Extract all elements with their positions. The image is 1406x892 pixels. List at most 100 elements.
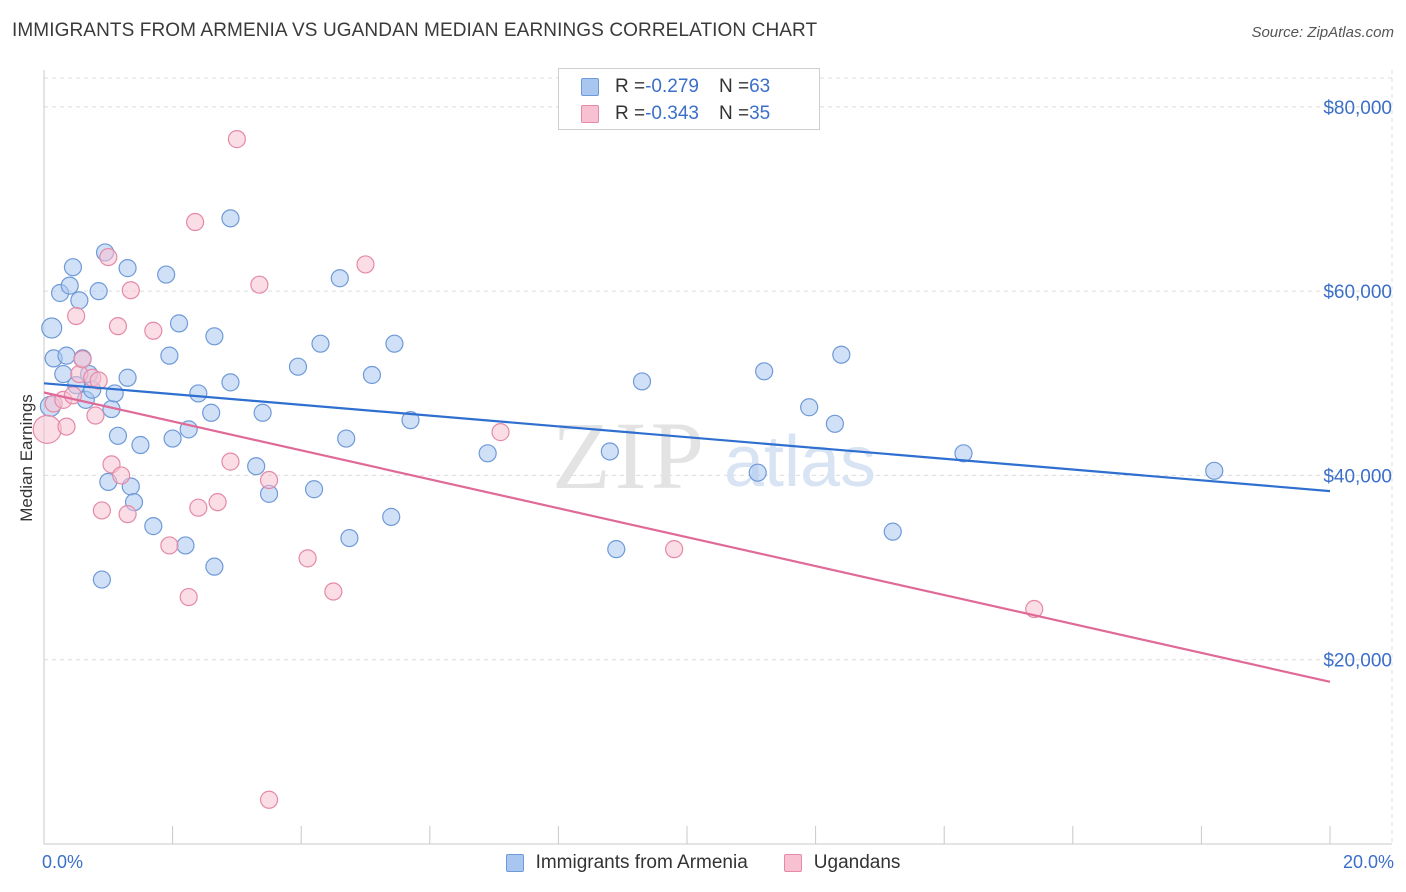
data-point: [259, 470, 279, 490]
data-point: [89, 371, 108, 390]
data-point: [491, 423, 510, 442]
chart-title: IMMIGRANTS FROM ARMENIA VS UGANDAN MEDIA…: [12, 20, 818, 41]
data-point: [67, 306, 86, 326]
legend-n-value: 35: [749, 103, 771, 124]
data-point: [163, 429, 182, 448]
watermark: ZIP atlas: [552, 402, 876, 509]
x-tick-label-min: 0.0%: [42, 852, 84, 872]
y-tick-label: $40,000: [1323, 466, 1392, 487]
watermark-zip: ZIP: [552, 402, 708, 509]
data-point: [144, 517, 163, 536]
data-point: [607, 540, 626, 559]
grid-lines: [44, 70, 1393, 844]
data-point: [118, 505, 137, 524]
series-legend-swatch: [783, 854, 802, 872]
legend-row-armenia: R = -0.279 N = 63: [581, 75, 770, 99]
data-point: [92, 501, 111, 520]
data-point: [221, 373, 240, 392]
data-point: [208, 493, 227, 512]
data-point: [259, 790, 279, 809]
data-point: [169, 314, 189, 333]
data-point: [324, 582, 343, 601]
data-point: [600, 442, 619, 461]
legend-r-label: R =: [615, 103, 646, 124]
trend-line: [43, 391, 1331, 683]
series-legend-label: Immigrants from Armenia: [535, 852, 748, 873]
data-point: [800, 398, 819, 417]
data-point: [665, 540, 684, 559]
watermark-atlas: atlas: [724, 422, 876, 502]
legend-n-value: 63: [749, 76, 771, 97]
series-ugandans-points: [32, 130, 1044, 809]
data-point: [176, 536, 195, 555]
data-point: [32, 414, 62, 444]
data-point: [57, 417, 76, 436]
data-point: [157, 265, 176, 284]
data-point: [144, 321, 163, 340]
series-legend-swatch: [505, 854, 524, 872]
data-point: [253, 403, 272, 422]
data-point: [382, 507, 401, 526]
axes: [43, 70, 1392, 845]
legend-r-value: -0.343: [645, 103, 699, 124]
data-point: [330, 269, 349, 288]
data-point: [179, 587, 198, 607]
data-point: [298, 549, 317, 568]
data-point: [57, 346, 76, 365]
data-point: [160, 536, 179, 555]
data-point: [202, 403, 221, 422]
series-legend: Immigrants from Armenia Ugandans: [0, 852, 1406, 874]
data-point: [1205, 461, 1224, 480]
data-point: [112, 466, 131, 485]
data-point: [41, 317, 63, 339]
data-point: [205, 557, 224, 576]
data-point: [337, 429, 356, 448]
data-point: [632, 372, 652, 391]
data-point: [70, 291, 89, 310]
data-point: [105, 384, 124, 403]
correlation-legend: R = -0.279 N = 63 R = -0.343 N = 35: [558, 68, 820, 130]
data-point: [160, 346, 179, 365]
data-point: [60, 276, 79, 295]
y-tick-label: $60,000: [1323, 282, 1392, 303]
data-point: [131, 435, 150, 455]
legend-n-label: N =: [718, 76, 750, 97]
data-point: [748, 463, 767, 482]
y-tick-labels: $20,000 $40,000 $60,000 $80,000: [1323, 98, 1392, 672]
series-legend-item-ugandans[interactable]: Ugandans: [783, 852, 900, 874]
data-point: [832, 345, 851, 364]
series-legend-item-armenia[interactable]: Immigrants from Armenia: [505, 852, 748, 874]
data-point: [86, 406, 105, 425]
data-point: [250, 275, 269, 294]
data-point: [89, 282, 108, 301]
legend-n-label: N =: [718, 103, 750, 124]
data-point: [227, 130, 246, 149]
data-point: [221, 209, 240, 228]
data-point: [73, 350, 92, 369]
data-point: [108, 317, 128, 336]
data-point: [121, 281, 140, 300]
data-point: [118, 259, 137, 278]
legend-r-label: R =: [615, 76, 646, 97]
data-point: [883, 522, 902, 541]
data-point: [92, 570, 111, 589]
trend-line: [43, 382, 1331, 493]
data-point: [205, 327, 224, 346]
y-tick-label: $80,000: [1323, 98, 1392, 119]
data-point: [108, 426, 128, 445]
data-point: [385, 334, 404, 353]
data-point: [311, 334, 330, 353]
data-point: [401, 411, 420, 430]
data-point: [99, 247, 118, 267]
data-point: [478, 444, 497, 463]
data-point: [340, 528, 359, 548]
data-point: [118, 368, 137, 387]
data-point: [356, 255, 375, 274]
data-point: [189, 498, 208, 517]
data-point: [304, 480, 324, 499]
data-point: [247, 457, 266, 476]
legend-row-ugandans: R = -0.343 N = 35: [581, 102, 770, 126]
data-point: [825, 414, 844, 433]
data-point: [63, 258, 83, 277]
